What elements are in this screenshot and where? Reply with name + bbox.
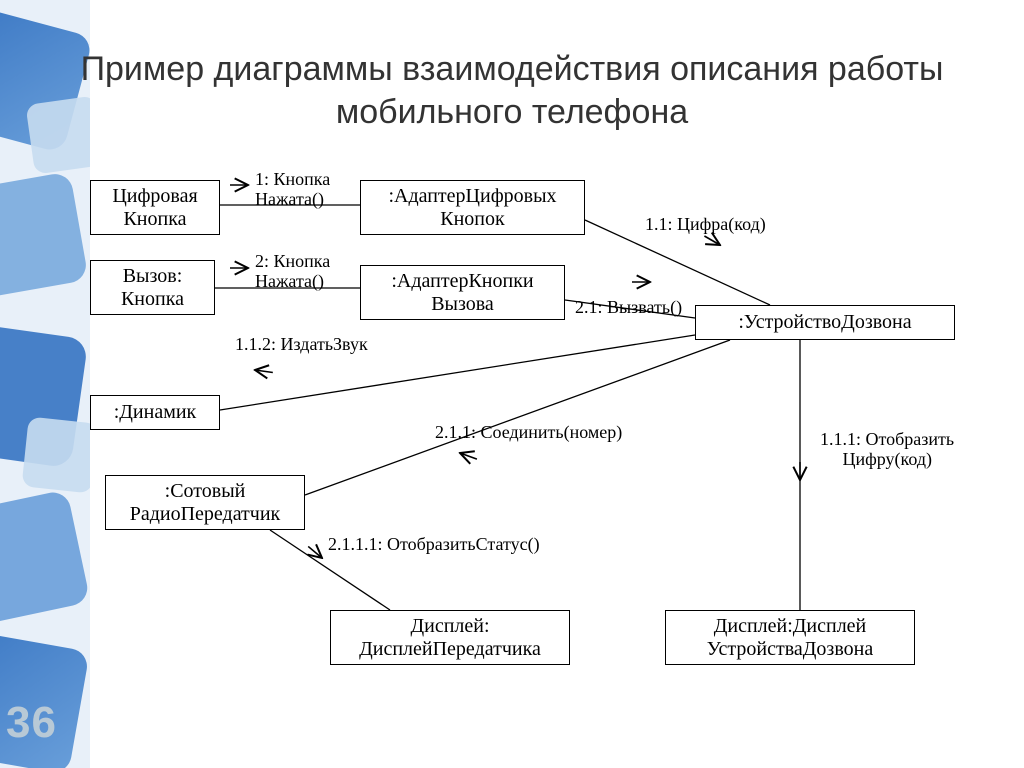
edge-label: 2.1.1.1: ОтобразитьСтатус() — [328, 535, 540, 555]
collaboration-diagram: 1: Кнопка Нажата() 2: Кнопка Нажата() 1.1:… — [80, 170, 980, 730]
node-n4: :АдаптерКнопки Вызова — [360, 265, 565, 320]
edge-label: 2.1: Вызвать() — [575, 298, 682, 318]
node-n2: Вызов: Кнопка — [90, 260, 215, 315]
edge-arrow — [460, 453, 477, 459]
node-n8: Дисплей: ДисплейПередатчика — [330, 610, 570, 665]
edge-label: 1: Кнопка Нажата() — [255, 170, 330, 210]
edge-arrow — [704, 236, 720, 245]
edge-label: 1.1.2: ИздатьЗвук — [235, 335, 368, 355]
node-n5: :УстройствоДозвона — [695, 305, 955, 340]
edge-label: 1.1: Цифра(код) — [645, 215, 766, 235]
node-n1: Цифровая Кнопка — [90, 180, 220, 235]
edge-label: 2: Кнопка Нажата() — [255, 252, 330, 292]
node-n7: :Сотовый РадиоПередатчик — [105, 475, 305, 530]
edge-arrow — [255, 370, 273, 373]
edge-label: 2.1.1: Соединить(номер) — [435, 423, 622, 443]
node-n3: :АдаптерЦифровых Кнопок — [360, 180, 585, 235]
slide-number: 36 — [6, 698, 57, 748]
node-n9: Дисплей:Дисплей УстройстваДозвона — [665, 610, 915, 665]
node-n6: :Динамик — [90, 395, 220, 430]
edge-label: 1.1.1: Отобразить Цифру(код) — [820, 430, 954, 470]
slide-title: Пример диаграммы взаимодействия описания… — [0, 48, 1024, 133]
